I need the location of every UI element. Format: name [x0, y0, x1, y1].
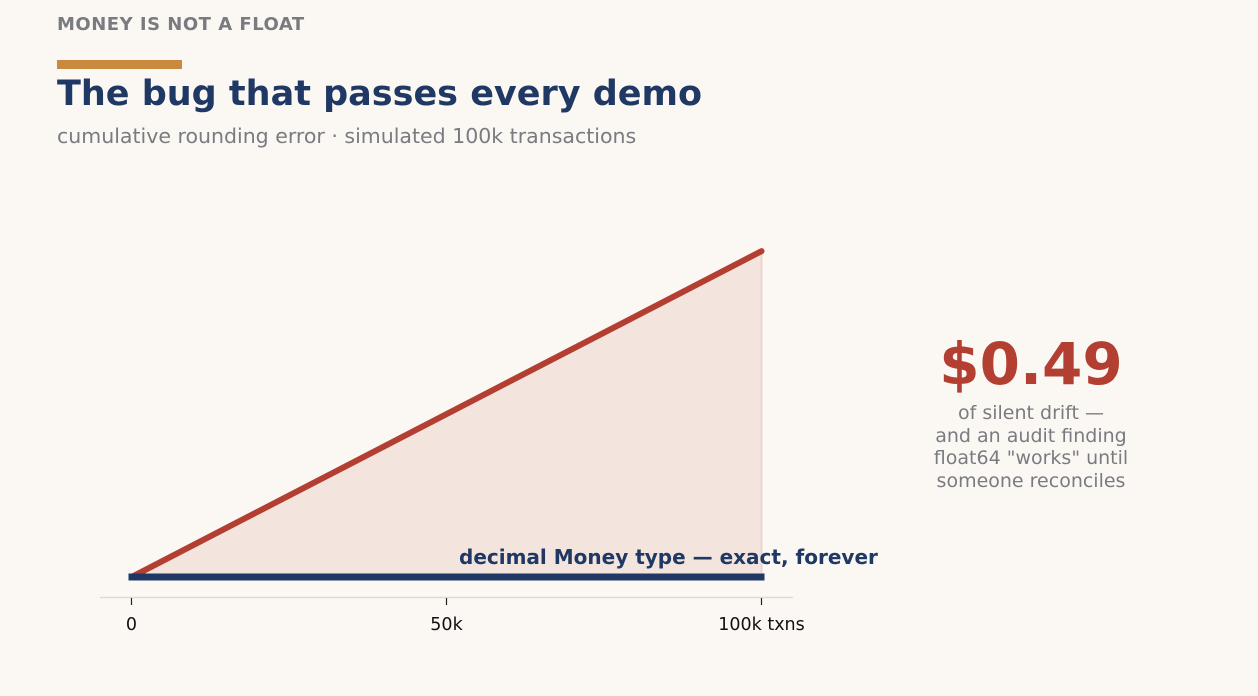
drift-description: of silent drift — and an audit finding f… — [881, 402, 1181, 492]
x-tick-label: 0 — [126, 615, 137, 635]
drift-description-line: someone reconciles — [936, 469, 1126, 492]
drift-description-line: float64 "works" until — [933, 447, 1129, 469]
x-axis-ticks: 0 50k 100k txns — [126, 598, 805, 635]
x-tick-label: 50k — [430, 615, 463, 635]
x-tick-label: 100k txns — [718, 615, 805, 635]
series-lines — [128, 248, 765, 581]
accent-bar — [57, 60, 182, 69]
kicker-label: MONEY IS NOT A FLOAT — [57, 14, 305, 35]
drift-description-line: and an audit finding — [935, 424, 1127, 447]
page-title: The bug that passes every demo — [57, 74, 703, 114]
drift-description-line: of silent drift — — [957, 402, 1105, 424]
decimal-series-label: decimal Money type — exact, forever — [459, 545, 878, 569]
drift-callout: $0.49 of silent drift — and an audit fin… — [881, 330, 1181, 492]
drift-value: $0.49 — [939, 330, 1123, 398]
float-series-area — [131, 251, 762, 578]
page-subtitle: cumulative rounding error · simulated 10… — [57, 124, 637, 148]
area-fills — [131, 251, 763, 578]
float-series-line — [128, 248, 765, 581]
